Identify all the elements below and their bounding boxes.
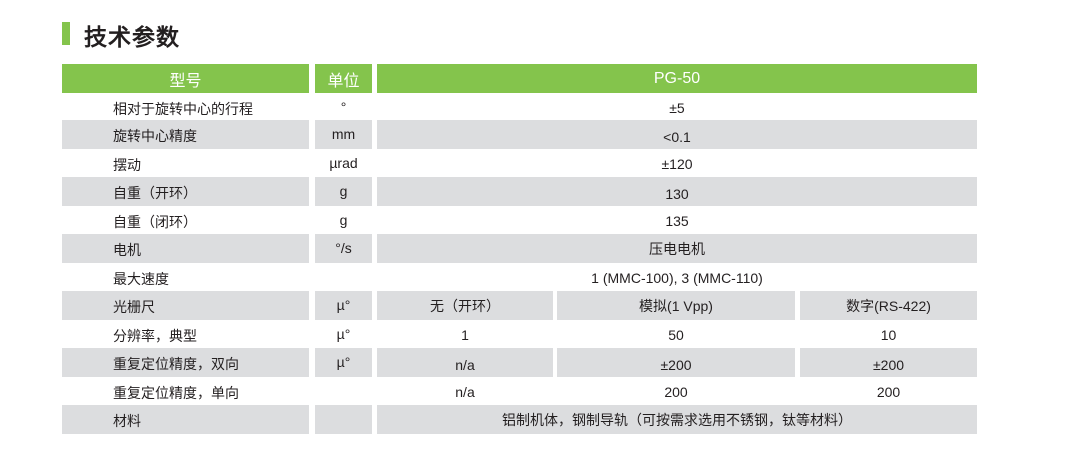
row-value: <0.1 [377, 120, 977, 149]
row-label: 电机 [62, 234, 309, 263]
row-label: 旋转中心精度 [62, 120, 309, 149]
row-label: 分辨率，典型 [113, 328, 197, 344]
row-value: n/a [455, 384, 475, 400]
row-unit: µrad [329, 155, 358, 171]
row-value: 1 [461, 327, 469, 343]
row-label: 重复定位精度，双向 [62, 348, 309, 377]
row-value: 1 (MMC-100), 3 (MMC-110) [591, 270, 763, 286]
section-title: 技术参数 [84, 24, 180, 50]
row-unit: µ° [336, 326, 351, 342]
row-unit: µ° [315, 291, 372, 320]
header-model: 型号 [62, 64, 309, 93]
row-value: 铝制机体，钢制导轨（可按需求选用不锈钢，钛等材料） [377, 405, 977, 434]
row-value: ±120 [661, 156, 693, 172]
row-unit: µ° [315, 348, 372, 377]
row-label: 材料 [62, 405, 309, 434]
row-value: 130 [377, 177, 977, 206]
row-value: 10 [880, 327, 897, 343]
title-accent-bar [62, 22, 70, 45]
row-unit: g [315, 177, 372, 206]
row-value: ±5 [669, 100, 685, 116]
row-unit: °/s [315, 234, 372, 263]
row-unit [315, 263, 372, 290]
row-unit: ° [340, 99, 347, 115]
row-value: ±200 [800, 348, 977, 377]
row-value: 模拟(1 Vpp) [557, 291, 795, 320]
row-value: 200 [876, 384, 901, 400]
row-value: n/a [377, 348, 553, 377]
header-unit: 单位 [315, 64, 372, 93]
row-label: 最大速度 [113, 271, 169, 287]
row-value: ±200 [557, 348, 795, 377]
row-label: 自重（开环） [62, 177, 309, 206]
row-unit: mm [315, 120, 372, 149]
row-unit [315, 377, 372, 404]
row-label: 光栅尺 [62, 291, 309, 320]
row-unit [315, 405, 372, 434]
row-value: 135 [665, 213, 689, 229]
row-label: 自重（闭环） [113, 214, 197, 230]
header-value: PG-50 [377, 64, 977, 93]
row-value: 200 [664, 384, 688, 400]
row-unit: g [339, 212, 348, 228]
row-label: 相对于旋转中心的行程 [113, 101, 253, 117]
row-label: 摆动 [113, 157, 141, 173]
row-value: 压电电机 [377, 234, 977, 263]
row-label: 重复定位精度，单向 [113, 385, 239, 401]
row-value: 无（开环） [377, 291, 553, 320]
row-value: 50 [668, 327, 684, 343]
row-value: 数字(RS-422) [800, 291, 977, 320]
